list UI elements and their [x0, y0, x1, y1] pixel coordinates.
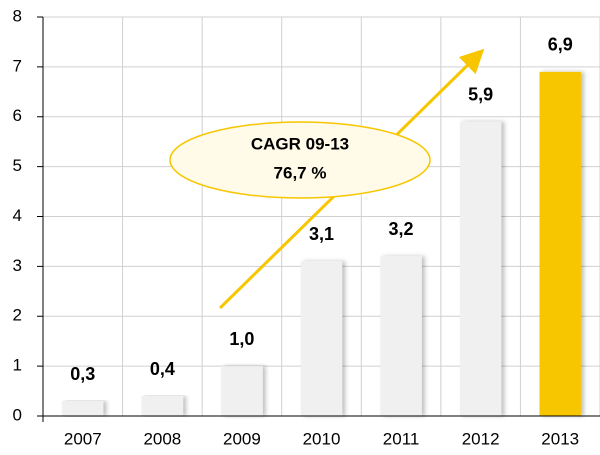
- value-label: 1,0: [229, 329, 254, 349]
- cagr-ellipse: [169, 121, 431, 199]
- annotation: CAGR 09-13: [251, 134, 349, 153]
- y-tick-label: 4: [13, 206, 22, 225]
- value-label: 3,1: [309, 224, 334, 244]
- x-tick-label: 2008: [143, 429, 181, 448]
- x-tick-label: 2012: [462, 429, 500, 448]
- bar: [539, 71, 581, 417]
- y-tick-label: 2: [13, 306, 22, 325]
- bar: [380, 256, 422, 416]
- y-tick-label: 6: [13, 106, 22, 125]
- bar: [141, 396, 184, 416]
- y-tick-label: 5: [13, 156, 22, 175]
- y-tick-label: 7: [13, 56, 22, 75]
- bar: [221, 366, 263, 416]
- x-tick-label: 2011: [383, 429, 420, 448]
- x-tick-label: 2010: [303, 429, 341, 448]
- value-label: 0,4: [150, 359, 175, 379]
- x-tick-label: 2009: [223, 429, 261, 448]
- bars: [62, 71, 581, 417]
- annotation: 76,7 %: [274, 163, 327, 182]
- y-tick-label: 0: [13, 405, 22, 424]
- value-label: 5,9: [468, 84, 493, 104]
- bar: [62, 401, 104, 416]
- value-label: 6,9: [548, 35, 573, 55]
- y-tick-label: 1: [13, 356, 22, 375]
- value-label: 0,3: [70, 364, 95, 384]
- value-label: 3,2: [389, 219, 414, 239]
- x-tick-label: 2013: [541, 429, 579, 448]
- bar: [459, 121, 502, 417]
- y-tick-label: 8: [13, 6, 22, 25]
- bar: [300, 261, 343, 416]
- y-tick-label: 3: [13, 256, 22, 275]
- x-tick-label: 2007: [64, 429, 102, 448]
